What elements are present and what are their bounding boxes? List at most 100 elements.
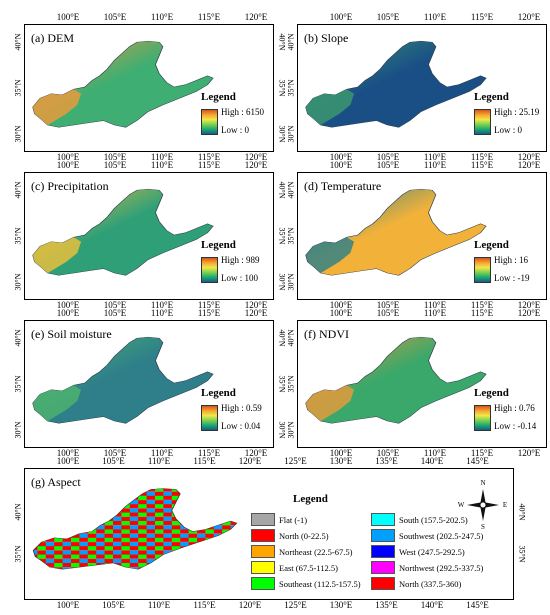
lon-tick-label: 100°E — [56, 448, 80, 458]
aspect-legend-item: North (0-22.5) — [251, 529, 329, 542]
lon-tick-label: 115°E — [470, 160, 494, 170]
aspect-legend-swatch — [251, 577, 275, 590]
lon-tick-label: 125°E — [284, 600, 307, 610]
aspect-legend-item: North (337.5-360) — [371, 577, 461, 590]
lat-tick-label: 30°N — [13, 273, 23, 291]
lon-tick-label: 105°E — [376, 152, 400, 162]
lon-tick-label: 115°E — [470, 152, 494, 162]
lon-tick-label: 135°E — [375, 456, 398, 466]
aspect-legend-swatch — [251, 561, 275, 574]
lat-tick-label: 30°N — [13, 421, 23, 439]
lon-tick-label: 105°E — [376, 300, 400, 310]
lon-tick-label: 125°E — [284, 456, 307, 466]
lon-tick-label: 145°E — [466, 456, 489, 466]
aspect-legend-item: East (67.5-112.5) — [251, 561, 338, 574]
legend-title: Legend — [201, 387, 236, 399]
map-panel-c: 100°E 100°E 105°E 105°E 110°E 110°E 115°E 115°E… — [12, 160, 287, 312]
lon-tick-label: 115°E — [470, 448, 494, 458]
lon-tick-label: 100°E — [329, 300, 353, 310]
map-frame: (c) Precipitation Legend High : 989 Low : 1… — [24, 172, 274, 300]
lon-tick-label: 120°E — [244, 160, 268, 170]
basin-shape — [32, 488, 238, 570]
panel-title: (d) Temperature — [304, 179, 382, 193]
lon-tick-label: 105°E — [103, 12, 127, 22]
basin-shape — [32, 40, 214, 128]
lon-tick-label: 140°E — [420, 600, 444, 610]
legend-high-value: High : 16 — [494, 255, 529, 265]
lon-tick-label: 115°E — [197, 300, 221, 310]
lon-tick-label: 105°E — [376, 448, 400, 458]
lon-tick-label: 120°E — [244, 152, 268, 162]
aspect-legend-label: Southwest (202.5-247.5) — [399, 530, 484, 541]
map-frame: (b) Slope Legend High : 25.19 Low : 0 — [297, 24, 547, 152]
map-panel-g: 100°E 100°E 105°E 105°E 110°E 110°E 115°E 115°E… — [12, 456, 550, 612]
lon-tick-label: 100°E — [56, 308, 80, 318]
lon-tick-label: 115°E — [470, 308, 494, 318]
lon-tick-label: 110°E — [150, 308, 174, 318]
lon-tick-label: 135°E — [375, 600, 398, 610]
legend-color-bar — [201, 109, 218, 135]
lon-tick-label: 120°E — [244, 448, 268, 458]
lat-tick-label: 30°N — [286, 125, 296, 143]
aspect-legend-label: North (0-22.5) — [279, 530, 329, 541]
aspect-legend-label: Southeast (112.5-157.5) — [279, 578, 361, 589]
lon-tick-label: 105°E — [376, 308, 400, 318]
basin-shape — [32, 188, 214, 276]
map-frame: (f) NDVI Legend High : 0.76 Low : -0.14 — [297, 320, 547, 448]
lat-tick-label: 40°N — [286, 181, 296, 199]
legend-color-bar — [474, 405, 491, 431]
basin-shape — [305, 336, 487, 424]
aspect-legend-swatch — [251, 545, 275, 558]
lon-tick-label: 110°E — [423, 300, 447, 310]
aspect-legend-label: South (157.5-202.5) — [399, 514, 468, 525]
basin-west-region — [305, 237, 355, 274]
basin-west-region — [305, 89, 355, 126]
lon-tick-label: 120°E — [517, 300, 541, 310]
lon-tick-label: 115°E — [470, 12, 494, 22]
lon-tick-label: 115°E — [197, 448, 221, 458]
legend-high-value: High : 0.76 — [494, 403, 535, 413]
legend-title: Legend — [293, 493, 328, 505]
panel-title: (e) Soil moisture — [31, 327, 112, 341]
aspect-legend-item: Southeast (112.5-157.5) — [251, 577, 361, 590]
lon-tick-label: 145°E — [466, 600, 489, 610]
aspect-legend-swatch — [371, 513, 395, 526]
lon-tick-label: 105°E — [103, 448, 127, 458]
legend-title: Legend — [474, 239, 509, 251]
lon-tick-label: 110°E — [150, 12, 174, 22]
legend-high-value: High : 989 — [221, 255, 260, 265]
map-frame: (g) Aspect Legend Flat (-1) North (0-22.5) N… — [24, 468, 514, 600]
lon-tick-label: 100°E — [56, 160, 80, 170]
aspect-legend-swatch — [371, 561, 395, 574]
aspect-legend-swatch — [251, 513, 275, 526]
lon-tick-label: 100°E — [56, 456, 80, 466]
lon-tick-label: 105°E — [376, 160, 400, 170]
lon-tick-label: 115°E — [197, 12, 221, 22]
aspect-legend-label: West (247.5-292.5) — [399, 546, 465, 557]
lon-tick-label: 120°E — [244, 308, 268, 318]
lon-tick-label: 110°E — [147, 600, 171, 610]
legend-title: Legend — [474, 91, 509, 103]
lat-tick-label: 35°N — [13, 545, 23, 563]
panel-title: (g) Aspect — [31, 475, 81, 489]
lat-tick-label: 35°N — [517, 545, 527, 563]
aspect-legend-item: Southwest (202.5-247.5) — [371, 529, 483, 542]
lon-tick-label: 110°E — [150, 300, 174, 310]
lon-tick-label: 115°E — [197, 308, 221, 318]
legend-high-value: High : 6150 — [221, 107, 265, 117]
basin-shape — [32, 336, 214, 424]
aspect-legend-swatch — [371, 545, 395, 558]
aspect-legend-swatch — [251, 529, 275, 542]
lon-tick-label: 105°E — [103, 152, 127, 162]
basin-west-region — [305, 385, 355, 422]
map-frame: (a) DEM Legend High : 6150 Low : 0 — [24, 24, 274, 152]
lat-tick-label: 30°N — [13, 125, 23, 143]
lon-tick-label: 120°E — [238, 456, 262, 466]
lat-tick-label: 40°N — [517, 503, 527, 521]
lon-tick-label: 115°E — [193, 600, 216, 610]
map-panel-a: 100°E 100°E 105°E 105°E 110°E 110°E 115°E 115°E… — [12, 12, 287, 164]
lat-tick-label: 40°N — [286, 329, 296, 347]
basin-map — [32, 188, 214, 276]
lat-tick-label: 35°N — [286, 227, 296, 245]
lat-tick-label: 40°N — [13, 329, 23, 347]
